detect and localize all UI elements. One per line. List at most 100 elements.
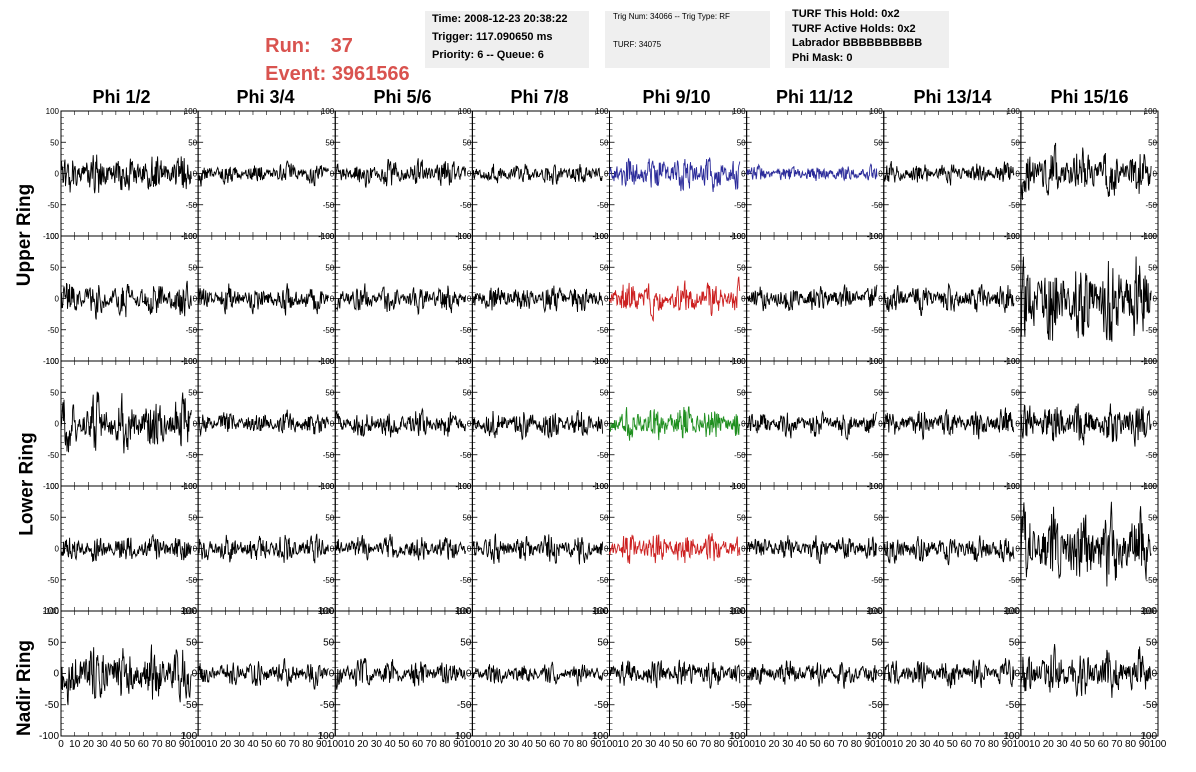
y-tick-label: 0 — [1151, 669, 1157, 680]
y-tick-label: -50 — [460, 201, 472, 210]
waveform-trace — [471, 533, 604, 565]
x-tick-label: 100 — [327, 739, 344, 750]
x-tick-label: 100 — [875, 739, 892, 750]
y-tick-label: 50 — [1148, 263, 1157, 272]
waveform-trace — [746, 163, 878, 182]
y-tick-label: 0 — [878, 420, 883, 429]
y-tick-label: 100 — [46, 482, 60, 491]
waveform-trace — [60, 644, 192, 706]
y-tick-label: 100 — [869, 107, 883, 116]
waveform-trace — [746, 535, 877, 564]
y-tick-label: 50 — [737, 263, 746, 272]
y-tick-label: 50 — [188, 263, 197, 272]
y-tick-label: 100 — [595, 107, 609, 116]
y-tick-label: 50 — [1146, 637, 1158, 648]
y-tick-label: 100 — [1003, 606, 1020, 617]
y-tick-label: 0 — [55, 295, 60, 304]
turf-this-hold-text: TURF This Hold: 0x2 — [792, 8, 900, 20]
y-tick-label: 50 — [1148, 388, 1157, 397]
y-tick-label: -100 — [43, 482, 60, 491]
y-tick-label: 50 — [874, 138, 883, 147]
y-tick-label: 50 — [1148, 513, 1157, 522]
y-tick-label: 100 — [184, 107, 198, 116]
x-tick-label: 80 — [302, 739, 314, 750]
y-tick-label: 50 — [188, 513, 197, 522]
waveform-trace — [60, 280, 192, 320]
y-tick-label: -50 — [1145, 451, 1157, 460]
waveform-trace — [609, 276, 741, 323]
y-tick-label: -50 — [323, 451, 335, 460]
y-tick-label: -100 — [43, 232, 60, 241]
y-tick-label: 100 — [1144, 482, 1158, 491]
waveform-trace — [609, 659, 741, 689]
y-tick-label: -50 — [323, 576, 335, 585]
y-tick-label: 0 — [1014, 669, 1020, 680]
y-tick-label: -50 — [1008, 451, 1020, 460]
y-tick-label: 0 — [466, 669, 472, 680]
x-tick-label: 20 — [768, 739, 780, 750]
y-tick-label: -100 — [177, 731, 197, 742]
y-tick-label: 50 — [186, 637, 198, 648]
waveform-trace — [1020, 501, 1152, 587]
waveform-trace — [883, 161, 1015, 186]
y-tick-label: 100 — [595, 232, 609, 241]
waveform-trace — [60, 534, 192, 562]
x-tick-label: 40 — [933, 739, 945, 750]
waveform-trace — [883, 282, 1015, 317]
trigger-text: Trigger: 117.090650 ms — [432, 31, 553, 43]
y-tick-label: -100 — [1000, 731, 1020, 742]
col-header-phi-15-16: Phi 15/16 — [1050, 87, 1129, 107]
waveform-trace — [471, 285, 604, 314]
x-tick-label: 60 — [823, 739, 835, 750]
y-tick-label: 0 — [878, 295, 883, 304]
y-tick-label: 100 — [321, 107, 335, 116]
y-tick-label: 0 — [330, 420, 335, 429]
y-tick-label: 50 — [874, 388, 883, 397]
y-tick-label: 100 — [184, 232, 198, 241]
x-tick-label: 40 — [110, 739, 122, 750]
y-tick-label: 0 — [604, 545, 609, 554]
plot-frame — [1020, 110, 1159, 237]
x-tick-label: 40 — [659, 739, 671, 750]
y-tick-label: 0 — [878, 545, 883, 554]
y-tick-label: -50 — [45, 700, 60, 711]
waveform-trace — [334, 407, 466, 438]
y-tick-label: 0 — [604, 420, 609, 429]
x-tick-label: 50 — [1084, 739, 1096, 750]
y-tick-label: 0 — [55, 545, 60, 554]
y-tick-label: 0 — [467, 420, 472, 429]
x-tick-label: 80 — [988, 739, 1000, 750]
y-tick-label: 50 — [462, 513, 471, 522]
x-tick-label: 100 — [738, 739, 755, 750]
turf-active-holds-text: TURF Active Holds: 0x2 — [792, 23, 916, 35]
col-header-phi-9-10: Phi 9/10 — [642, 87, 711, 107]
y-tick-label: -50 — [186, 201, 198, 210]
x-tick-label: 80 — [714, 739, 726, 750]
y-tick-label: -50 — [734, 201, 746, 210]
waveform-trace — [334, 158, 466, 188]
y-tick-label: -50 — [871, 451, 883, 460]
x-tick-label: 30 — [645, 739, 657, 750]
y-tick-label: 50 — [325, 263, 334, 272]
x-tick-label: 90 — [453, 739, 465, 750]
info-box-trig: Trig Num: 34066 -- Trig Type: RF TURF: 3… — [605, 11, 770, 68]
x-tick-label: 20 — [631, 739, 643, 750]
x-tick-label: 70 — [426, 739, 438, 750]
x-tick-label: 60 — [960, 739, 972, 750]
col-header-phi-1-2: Phi 1/2 — [92, 87, 151, 107]
x-tick-label: 10 — [892, 739, 904, 750]
y-tick-label: -50 — [47, 201, 59, 210]
y-tick-label: -50 — [47, 326, 59, 335]
y-tick-label: 100 — [592, 606, 609, 617]
x-tick-label: 50 — [398, 739, 410, 750]
y-tick-label: 50 — [188, 138, 197, 147]
y-tick-label: -50 — [1145, 201, 1157, 210]
y-tick-label: -50 — [323, 326, 335, 335]
y-tick-label: -50 — [47, 576, 59, 585]
x-tick-label: 60 — [275, 739, 287, 750]
x-tick-label: 70 — [151, 739, 163, 750]
waveform-trace — [746, 659, 878, 689]
y-tick-label: 100 — [455, 606, 472, 617]
y-tick-label: 0 — [1153, 170, 1158, 179]
waveform-trace — [197, 160, 329, 187]
